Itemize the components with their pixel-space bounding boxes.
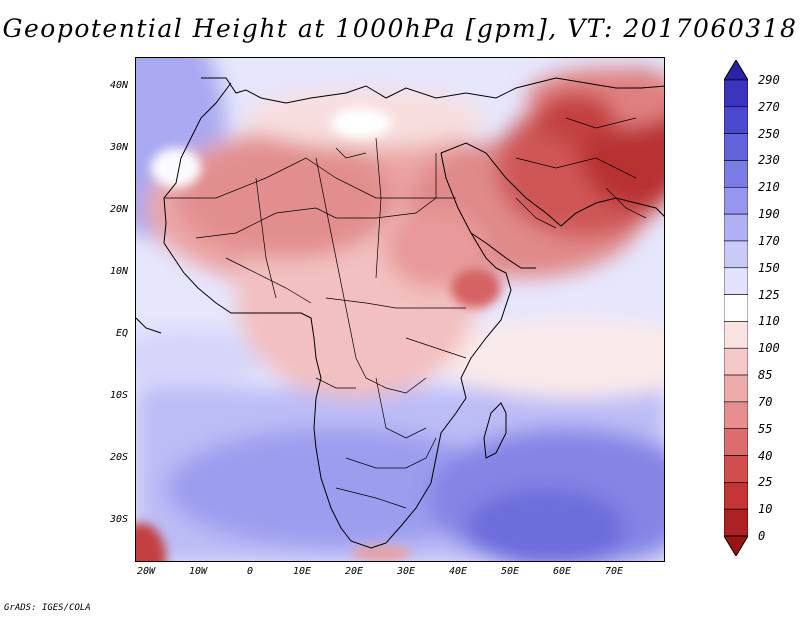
colorbar-cells <box>724 79 748 537</box>
colorbar-label: 250 <box>758 126 780 141</box>
colorbar-cell <box>724 240 748 269</box>
colorbar-label: 10 <box>758 502 773 517</box>
colorbar-label: 150 <box>758 260 780 275</box>
colorbar-label: 55 <box>758 421 773 436</box>
colorbar-top-arrow <box>724 60 748 81</box>
colorbar-label: 25 <box>758 475 773 490</box>
colorbar-cell <box>724 106 748 134</box>
lon-label-10e: 10E <box>292 566 312 577</box>
lon-label-30e: 30E <box>396 566 416 577</box>
colorbar-label: 70 <box>758 394 773 409</box>
colorbar-label: 170 <box>758 233 780 248</box>
lat-label-30s: 30S <box>109 514 128 525</box>
colorbar-label: 290 <box>758 73 780 87</box>
lat-label-10s: 10S <box>109 390 128 401</box>
colorbar-cell <box>724 374 748 403</box>
colorbar-cell <box>724 160 748 188</box>
colorbar-cell <box>724 482 748 510</box>
lat-label-eq: EQ <box>115 328 128 339</box>
colorbar <box>724 60 748 556</box>
map-panel <box>135 57 665 562</box>
colorbar-cell <box>724 455 748 483</box>
colorbar-label: 125 <box>758 287 780 302</box>
colorbar-cell <box>724 321 748 349</box>
coastlines <box>136 77 664 549</box>
colorbar-cell <box>724 213 748 242</box>
lat-label-30n: 30N <box>109 142 128 153</box>
colorbar-label: 110 <box>758 314 780 329</box>
colorbar-cell <box>724 428 748 456</box>
lon-label-20w: 20W <box>136 566 156 577</box>
colorbar-bottom-arrow <box>724 535 748 556</box>
lat-label-20n: 20N <box>109 204 128 215</box>
colorbar-label: 0 <box>758 529 766 543</box>
colorbar-label: 100 <box>758 341 780 356</box>
country-borders <box>164 117 647 509</box>
colorbar-cell <box>724 79 748 108</box>
colorbar-label: 190 <box>758 207 780 222</box>
colorbar-cell <box>724 347 748 376</box>
colorbar-cell <box>724 133 748 161</box>
lat-label-20s: 20S <box>109 452 128 463</box>
colorbar-cell <box>724 401 748 430</box>
colorbar-label: 230 <box>758 153 780 168</box>
colorbar-label: 40 <box>758 448 773 463</box>
colorbar-label: 210 <box>758 180 780 195</box>
colorbar-cell <box>724 508 748 537</box>
map-title: Geopotential Height at 1000hPa [gpm], VT… <box>2 14 798 43</box>
colorbar-cell <box>724 267 748 295</box>
lon-label-10w: 10W <box>188 566 208 577</box>
credit-text: GrADS: IGES/COLA <box>4 603 91 613</box>
colorbar-cell <box>724 186 748 215</box>
lat-label-10n: 10N <box>109 266 128 277</box>
lon-label-20e: 20E <box>344 566 364 577</box>
colorbar-label: 85 <box>758 368 773 383</box>
lon-label-50e: 50E <box>500 566 520 577</box>
lon-label-0: 0 <box>246 566 254 577</box>
map-canvas <box>136 58 664 561</box>
colorbar-label: 270 <box>758 99 780 114</box>
lon-label-60e: 60E <box>552 566 572 577</box>
lon-label-70e: 70E <box>604 566 624 577</box>
lon-label-40e: 40E <box>448 566 468 577</box>
lat-label-40n: 40N <box>109 80 128 91</box>
height-field <box>136 58 664 561</box>
colorbar-cell <box>724 294 748 322</box>
